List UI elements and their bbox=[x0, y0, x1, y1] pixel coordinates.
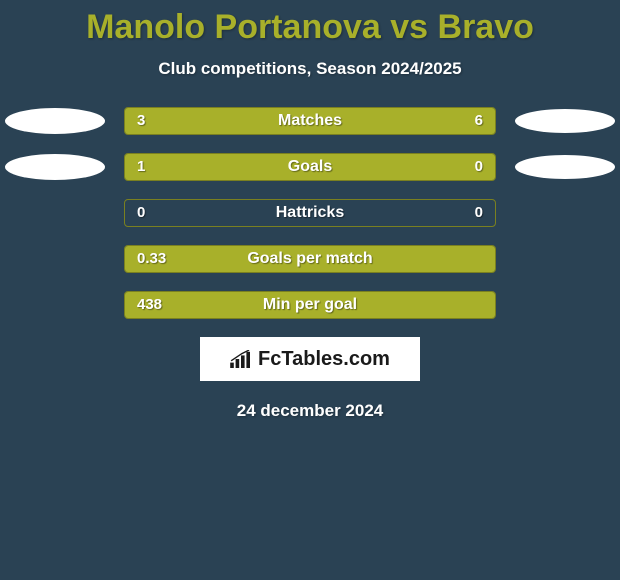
logo-box[interactable]: FcTables.com bbox=[200, 337, 420, 381]
player-right-marker bbox=[510, 109, 620, 133]
ellipse-icon bbox=[515, 155, 615, 179]
subtitle: Club competitions, Season 2024/2025 bbox=[0, 59, 620, 79]
stat-label: Matches bbox=[125, 108, 495, 134]
comparison-container: Manolo Portanova vs Bravo Club competiti… bbox=[0, 0, 620, 421]
stat-bar: 3Matches6 bbox=[124, 107, 496, 135]
stat-value-right: 0 bbox=[475, 154, 483, 180]
stat-label: Goals per match bbox=[125, 246, 495, 272]
date-text: 24 december 2024 bbox=[0, 401, 620, 421]
player-left-marker bbox=[0, 108, 110, 134]
stats-area: 3Matches61Goals00Hattricks00.33Goals per… bbox=[0, 107, 620, 319]
stat-row: 0Hattricks0 bbox=[0, 199, 620, 227]
stat-row: 0.33Goals per match bbox=[0, 245, 620, 273]
stat-bar: 0Hattricks0 bbox=[124, 199, 496, 227]
stat-bar: 0.33Goals per match bbox=[124, 245, 496, 273]
ellipse-icon bbox=[5, 108, 105, 134]
stat-label: Goals bbox=[125, 154, 495, 180]
ellipse-icon bbox=[5, 154, 105, 180]
stat-value-right: 6 bbox=[475, 108, 483, 134]
stat-row: 438Min per goal bbox=[0, 291, 620, 319]
stat-row: 1Goals0 bbox=[0, 153, 620, 181]
logo-label: FcTables.com bbox=[258, 348, 390, 371]
stat-label: Min per goal bbox=[125, 292, 495, 318]
stat-value-right: 0 bbox=[475, 200, 483, 226]
page-title: Manolo Portanova vs Bravo bbox=[0, 8, 620, 47]
ellipse-icon bbox=[515, 109, 615, 133]
player-left-marker bbox=[0, 154, 110, 180]
logo-text: FcTables.com bbox=[230, 348, 390, 371]
player-right-marker bbox=[510, 155, 620, 179]
stat-row: 3Matches6 bbox=[0, 107, 620, 135]
stat-bar: 438Min per goal bbox=[124, 291, 496, 319]
stat-bar: 1Goals0 bbox=[124, 153, 496, 181]
stat-label: Hattricks bbox=[125, 200, 495, 226]
bar-chart-icon bbox=[230, 350, 252, 368]
